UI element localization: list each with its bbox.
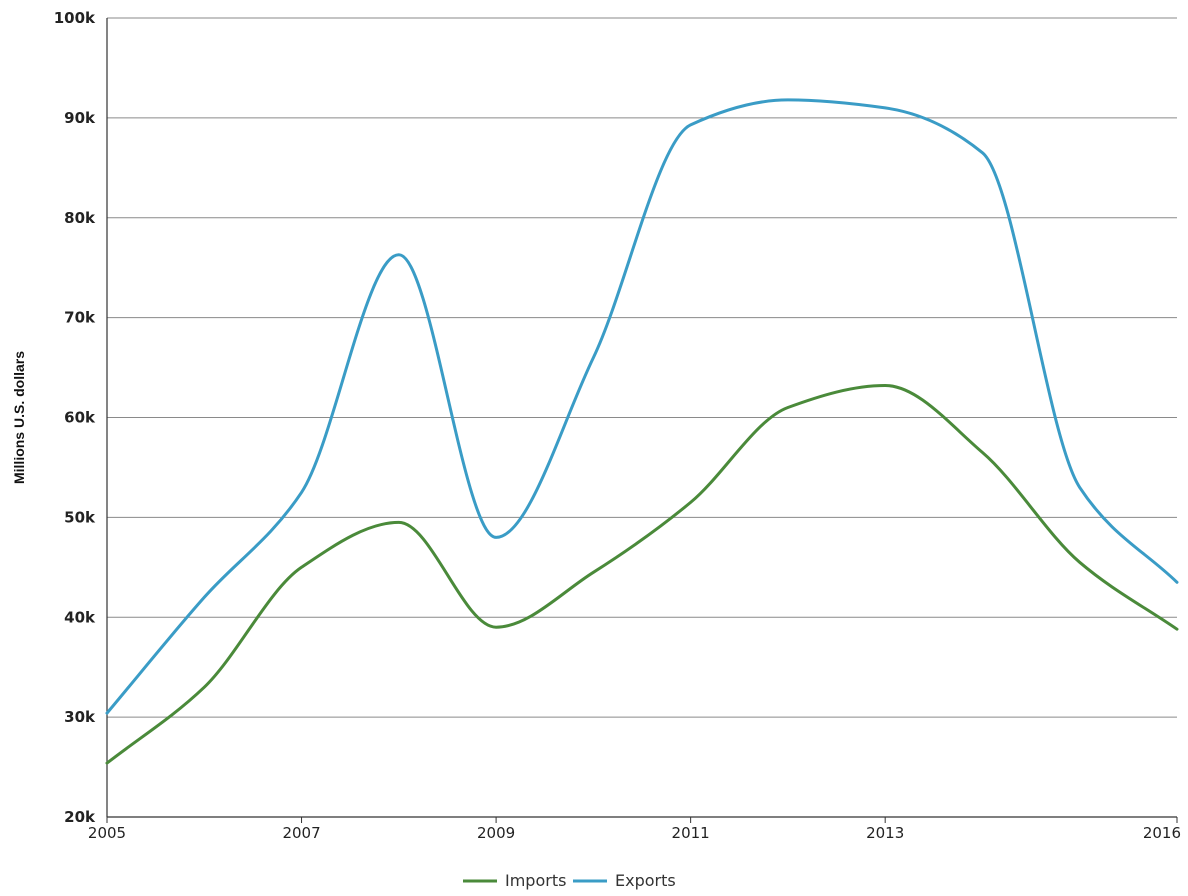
series-lines [105,98,1179,765]
y-tick-label: 100k [54,9,96,27]
legend-label-imports: Imports [505,871,566,890]
x-tick-label: 2009 [477,824,515,842]
x-tick-label: 2005 [88,824,126,842]
gridlines [107,17,1177,718]
y-tick-label: 20k [64,808,96,826]
y-tick-label: 40k [64,608,96,626]
y-tick-label: 80k [64,209,96,227]
y-tick-labels: 20k 30k 40k 50k 60k 70k 80k 90k 100k [54,9,96,826]
legend: Imports Exports [463,871,676,890]
x-tick-labels: 2005 2007 2009 2011 2013 2016 [88,817,1181,842]
x-tick-label: 2011 [672,824,710,842]
x-tick-label: 2007 [282,824,320,842]
y-tick-label: 90k [64,109,96,127]
x-tick-label: 2013 [866,824,904,842]
x-tick-label: 2016 [1143,824,1181,842]
y-tick-label: 70k [64,309,96,327]
y-tick-label: 50k [64,508,96,526]
series-line-exports [105,98,1179,715]
axes [106,18,1177,818]
y-tick-label: 30k [64,708,96,726]
legend-label-exports: Exports [615,871,676,890]
series-line-imports [105,384,1179,765]
y-axis-label: Millions U.S. dollars [11,351,27,484]
y-tick-label: 60k [64,409,96,427]
